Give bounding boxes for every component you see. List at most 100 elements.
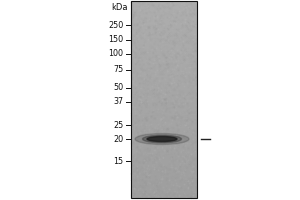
Bar: [130, 1, 196, 198]
Bar: [130, 90, 196, 91]
Bar: [130, 96, 196, 98]
Bar: [130, 69, 196, 70]
Bar: [130, 35, 196, 36]
Bar: [130, 97, 196, 98]
Bar: [130, 16, 196, 17]
Bar: [130, 75, 196, 77]
Bar: [130, 83, 196, 84]
Bar: [130, 63, 196, 64]
Bar: [130, 121, 196, 122]
Bar: [130, 123, 196, 124]
Bar: [130, 153, 196, 154]
Bar: [130, 54, 196, 55]
Bar: [130, 129, 196, 130]
Bar: [130, 52, 196, 54]
Bar: [130, 149, 196, 150]
Text: 25: 25: [113, 120, 124, 130]
Bar: [130, 75, 196, 76]
Bar: [130, 5, 196, 6]
Bar: [130, 110, 196, 111]
Bar: [130, 114, 196, 115]
Bar: [130, 100, 196, 101]
Bar: [130, 7, 196, 8]
Bar: [130, 122, 196, 123]
Bar: [130, 127, 196, 128]
Bar: [130, 136, 196, 137]
Bar: [130, 89, 196, 90]
Bar: [130, 163, 196, 164]
Bar: [130, 93, 196, 94]
Bar: [130, 91, 196, 92]
Bar: [130, 154, 196, 155]
Bar: [130, 36, 196, 37]
Bar: [130, 137, 196, 138]
Bar: [130, 186, 196, 187]
Bar: [130, 72, 196, 73]
Bar: [130, 79, 196, 80]
Bar: [130, 86, 196, 87]
Bar: [130, 66, 196, 67]
Bar: [130, 130, 196, 131]
Bar: [130, 98, 196, 99]
Bar: [130, 144, 196, 145]
Bar: [130, 55, 196, 56]
Bar: [130, 106, 196, 107]
Bar: [130, 41, 196, 42]
Bar: [130, 70, 196, 71]
Bar: [130, 155, 196, 156]
Bar: [130, 124, 196, 125]
Bar: [130, 5, 196, 6]
Bar: [130, 87, 196, 88]
Text: 20: 20: [113, 134, 124, 144]
Bar: [130, 102, 196, 103]
Bar: [130, 146, 196, 147]
Bar: [130, 33, 196, 34]
Bar: [130, 7, 196, 8]
Bar: [130, 94, 196, 95]
Bar: [130, 172, 196, 173]
Bar: [130, 85, 196, 86]
Bar: [130, 65, 196, 66]
Text: 100: 100: [109, 49, 124, 58]
Bar: [130, 41, 196, 42]
Bar: [130, 121, 196, 122]
Bar: [130, 179, 196, 180]
Bar: [130, 194, 196, 195]
Bar: [130, 1, 196, 2]
Bar: [130, 103, 196, 104]
Bar: [130, 120, 196, 121]
Bar: [130, 112, 196, 113]
Bar: [130, 108, 196, 109]
Bar: [130, 181, 196, 182]
Bar: [130, 35, 196, 36]
Bar: [130, 125, 196, 126]
Bar: [130, 141, 196, 142]
Bar: [130, 194, 196, 195]
Bar: [130, 50, 196, 51]
Bar: [130, 100, 196, 101]
Bar: [130, 125, 196, 126]
Bar: [130, 107, 196, 108]
Bar: [130, 140, 196, 141]
Bar: [130, 44, 196, 45]
Bar: [130, 115, 196, 116]
Bar: [130, 10, 196, 11]
Bar: [130, 37, 196, 38]
Bar: [130, 14, 196, 15]
Ellipse shape: [135, 134, 189, 144]
Bar: [130, 171, 196, 172]
Bar: [130, 131, 196, 132]
Bar: [130, 49, 196, 50]
Bar: [130, 88, 196, 89]
Bar: [130, 16, 196, 17]
Bar: [130, 109, 196, 110]
Bar: [130, 39, 196, 40]
Bar: [130, 114, 196, 115]
Bar: [130, 104, 196, 105]
Bar: [130, 80, 196, 81]
Bar: [130, 34, 196, 35]
Bar: [130, 68, 196, 69]
Bar: [130, 138, 196, 139]
Bar: [130, 40, 196, 41]
Bar: [130, 175, 196, 176]
